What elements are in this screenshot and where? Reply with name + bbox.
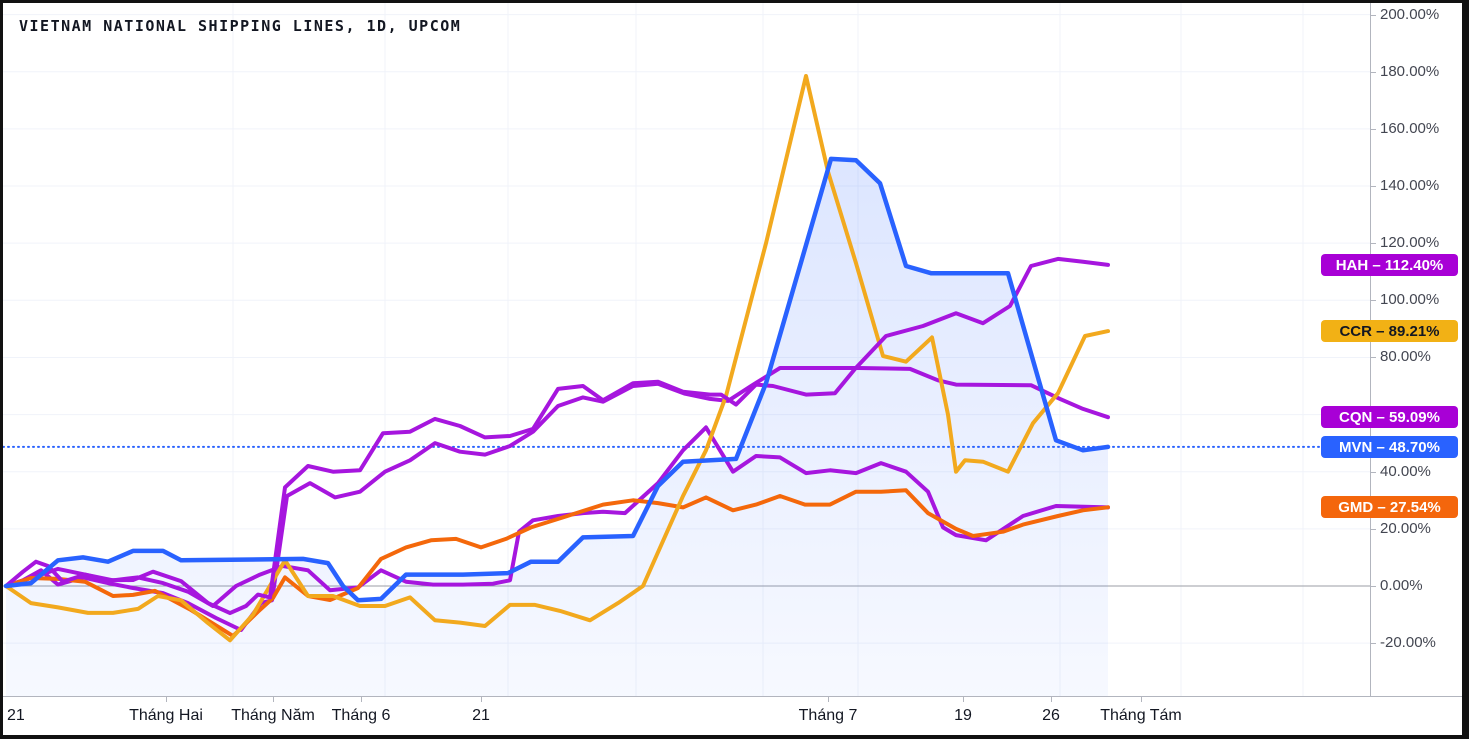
last-value-badge-MVN[interactable]: MVN – 48.70% [1321,436,1458,458]
x-axis-label: 26 [1042,707,1060,724]
series-line-unlabeled[interactable] [4,425,1110,608]
x-axis-tick [361,697,362,702]
y-axis-label: 160.00% [1380,120,1440,137]
y-axis-label: 180.00% [1380,63,1440,80]
y-axis-tick [1371,186,1376,187]
price-axis[interactable]: 200.00% 180.00% 160.00% 140.00% 120.00% 100.0… [1370,3,1462,696]
y-axis-tick [1371,472,1376,473]
y-axis-tick [1371,586,1376,587]
x-axis-label: 21 [472,707,490,724]
x-axis-tick [1141,697,1142,702]
x-axis-label: Tháng 6 [331,707,391,724]
last-value-badge-HAH[interactable]: HAH – 112.40% [1321,254,1458,276]
last-value-badge-CQN[interactable]: CQN – 59.09% [1321,406,1458,428]
mvn-area-fill [6,158,1108,696]
y-axis-tick [1371,243,1376,244]
series-line-MVN[interactable] [3,156,1111,603]
x-axis-label: Tháng Hai [129,707,203,724]
x-axis-label: Tháng Tám [1100,707,1182,724]
y-axis-tick [1371,72,1376,73]
y-axis-tick [1371,300,1376,301]
y-axis-label: 100.00% [1380,291,1440,308]
x-axis-tick [828,697,829,702]
chart-title: VIETNAM NATIONAL SHIPPING LINES, 1D, UPC… [19,17,462,35]
y-axis-label: 120.00% [1380,234,1440,251]
x-axis-tick [273,697,274,702]
y-axis-label: 140.00% [1380,177,1440,194]
y-axis-label: 80.00% [1380,348,1431,365]
price-chart-svg[interactable] [3,3,1370,696]
x-axis-label: Tháng 7 [798,707,858,724]
x-axis-tick [481,697,482,702]
time-axis[interactable]: 21 Tháng Hai Tháng Năm Tháng 6 21 Tháng 7 19 26… [3,696,1462,735]
y-axis-tick [1371,643,1376,644]
x-axis-label: 21 [7,707,25,724]
x-axis-label: 19 [954,707,972,724]
y-axis-tick [1371,357,1376,358]
y-axis-label: 200.00% [1380,6,1440,23]
last-value-badge-GMD[interactable]: GMD – 27.54% [1321,496,1458,518]
x-axis-label: Tháng Năm [231,707,315,724]
x-axis-tick [963,697,964,702]
y-axis-label: 40.00% [1380,463,1431,480]
y-axis-label: 0.00% [1380,577,1423,594]
x-axis-tick [166,697,167,702]
series-line-HAH[interactable] [4,256,1110,616]
y-axis-tick [1371,129,1376,130]
series-line-CCR[interactable] [4,74,1110,643]
last-value-badge-CCR[interactable]: CCR – 89.21% [1321,320,1458,342]
chart-plot-area[interactable] [3,3,1370,696]
y-axis-label: 20.00% [1380,520,1431,537]
y-axis-label: -20.00% [1380,634,1436,651]
x-axis-tick [1051,697,1052,702]
y-axis-tick [1371,529,1376,530]
y-axis-tick [1371,15,1376,16]
